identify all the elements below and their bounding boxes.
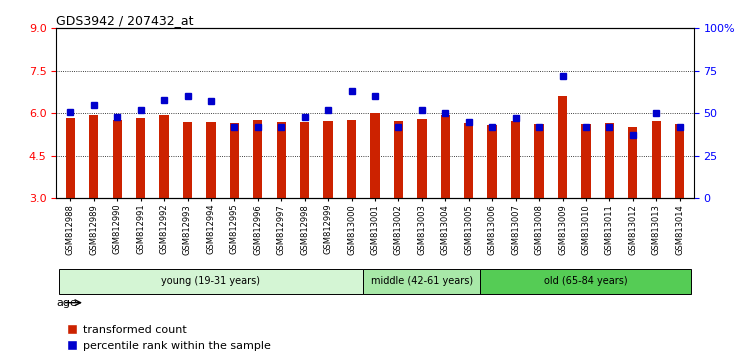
- Bar: [136, 118, 146, 198]
- Bar: [183, 122, 192, 198]
- Bar: [417, 119, 427, 198]
- Bar: [66, 118, 75, 198]
- Bar: [323, 121, 333, 198]
- Text: middle (42-61 years): middle (42-61 years): [370, 276, 473, 286]
- Bar: [581, 124, 591, 198]
- Bar: [253, 120, 262, 198]
- Text: young (19-31 years): young (19-31 years): [161, 276, 260, 286]
- Legend: transformed count, percentile rank within the sample: transformed count, percentile rank withi…: [62, 321, 275, 354]
- Bar: [675, 124, 684, 198]
- Bar: [652, 121, 661, 198]
- Bar: [488, 125, 496, 198]
- Text: GDS3942 / 207432_at: GDS3942 / 207432_at: [56, 14, 194, 27]
- Bar: [481, 269, 692, 294]
- Bar: [440, 115, 450, 198]
- Bar: [464, 123, 473, 198]
- Bar: [159, 115, 169, 198]
- Text: age: age: [56, 298, 77, 308]
- Bar: [370, 113, 380, 198]
- Bar: [346, 120, 356, 198]
- Bar: [558, 96, 567, 198]
- Bar: [89, 115, 98, 198]
- Bar: [277, 122, 286, 198]
- Bar: [58, 269, 363, 294]
- Bar: [230, 123, 239, 198]
- Bar: [112, 120, 122, 198]
- Text: old (65-84 years): old (65-84 years): [544, 276, 628, 286]
- Bar: [300, 122, 309, 198]
- Bar: [604, 123, 614, 198]
- Bar: [628, 127, 638, 198]
- Bar: [511, 121, 520, 198]
- Bar: [534, 124, 544, 198]
- Bar: [394, 121, 403, 198]
- Bar: [206, 122, 216, 198]
- Bar: [363, 269, 481, 294]
